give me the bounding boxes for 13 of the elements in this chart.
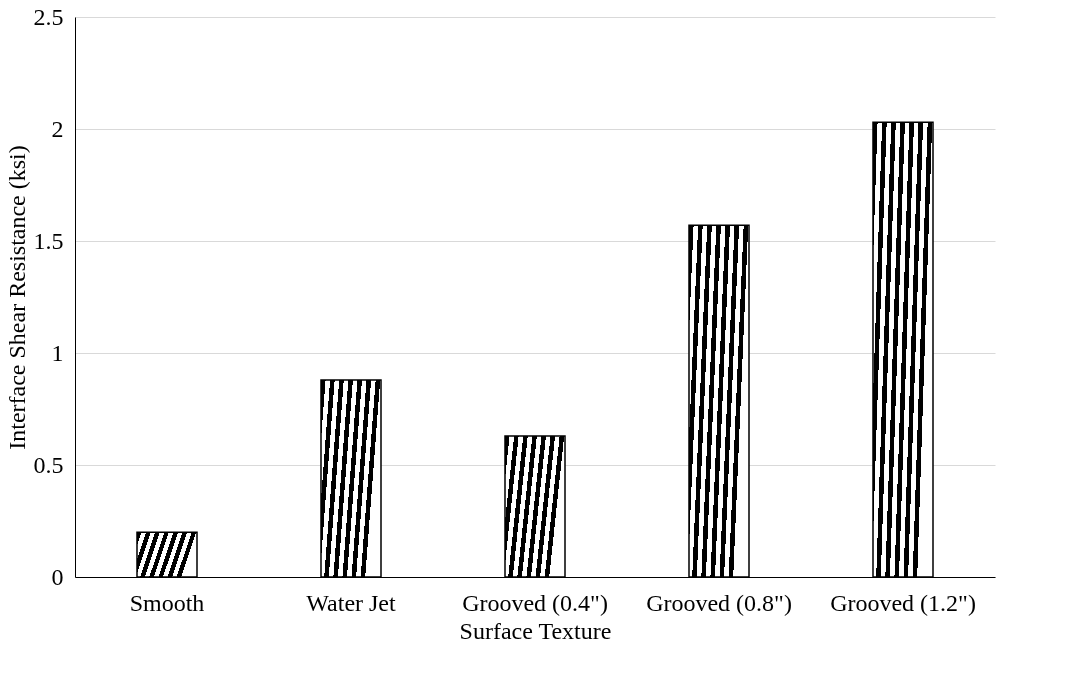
y-axis-title: Interface Shear Resistance (ksi) [3, 145, 30, 450]
x-tick-label: Grooved (1.2") [830, 589, 976, 616]
x-tick-label: Smooth [129, 589, 205, 616]
y-tick-label: 0.5 [33, 451, 64, 478]
y-tick-label: 1.5 [33, 227, 64, 254]
x-axis-title: Surface Texture [459, 617, 612, 644]
y-tick-label: 2.5 [33, 3, 64, 30]
x-tick-label: Water Jet [306, 589, 397, 616]
y-tick-label: 2 [51, 115, 64, 142]
x-tick-label: Grooved (0.8") [646, 589, 792, 616]
x-tick-label: Grooved (0.4") [462, 589, 608, 616]
y-tick-label: 0 [51, 563, 64, 590]
y-tick-label: 1 [51, 339, 64, 366]
